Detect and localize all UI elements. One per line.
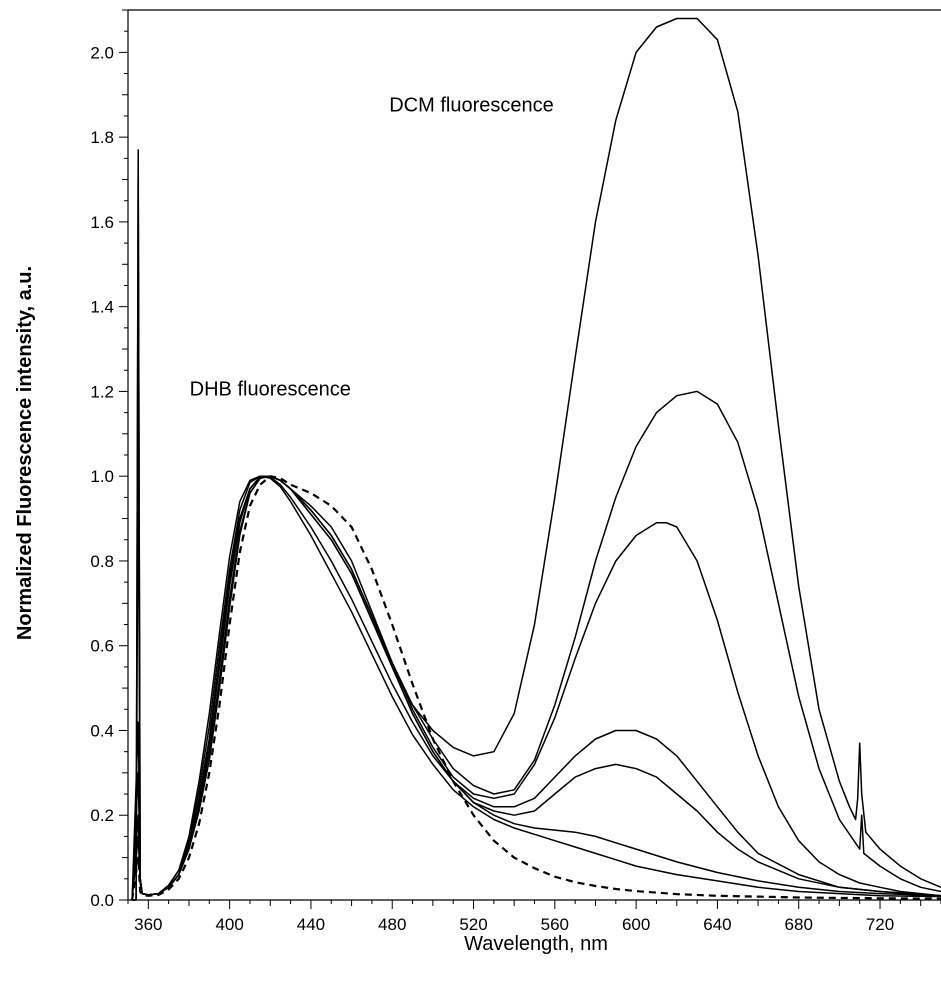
- y-tick-label: 0.0: [90, 891, 114, 910]
- y-axis: 0.0 0.2 0.4 0.6 0.8 1.0 1.2 1.4 1.6 1.8 2.0: [90, 9, 128, 910]
- annotation-dcm: DCM fluorescence: [389, 95, 554, 117]
- x-axis: 360 400 440 480 520 560 600 640 680 720: [127, 900, 941, 934]
- series-line-6: [131, 475, 941, 901]
- x-tick-label: 520: [459, 915, 487, 934]
- x-tick-label: 400: [215, 915, 243, 934]
- series-layer: [131, 17, 941, 901]
- series-line-7: [131, 475, 941, 901]
- x-tick-label: 360: [134, 915, 162, 934]
- x-axis-title: Wavelength, nm: [464, 933, 608, 955]
- x-tick-label: 640: [703, 915, 731, 934]
- y-tick-label: 1.2: [90, 382, 114, 401]
- series-line-5: [131, 475, 941, 901]
- y-tick-label: 1.0: [90, 467, 114, 486]
- annotation-dhb: DHB fluorescence: [190, 379, 351, 401]
- y-tick-label: 0.6: [90, 637, 114, 656]
- x-tick-label: 600: [622, 915, 650, 934]
- y-axis-title: Normalized Fluorescence intensity, a.u.: [14, 266, 36, 640]
- y-tick-label: 0.8: [90, 552, 114, 571]
- series-line-1: [132, 17, 941, 901]
- y-tick-label: 0.4: [90, 721, 114, 740]
- x-tick-label: 560: [541, 915, 569, 934]
- annotation-layer: DCM fluorescence DHB fluorescence: [190, 95, 554, 401]
- y-tick-label: 1.8: [90, 128, 114, 147]
- series-line-4: [131, 475, 941, 901]
- y-tick-label: 1.4: [90, 298, 114, 317]
- y-tick-label: 0.2: [90, 806, 114, 825]
- x-tick-label: 480: [378, 915, 406, 934]
- series-line-2: [132, 178, 941, 901]
- y-tick-label: 2.0: [90, 43, 114, 62]
- x-tick-label: 720: [866, 915, 894, 934]
- y-tick-label: 1.6: [90, 213, 114, 232]
- x-tick-label: 680: [785, 915, 813, 934]
- series-line-8: [131, 475, 941, 901]
- x-tick-label: 440: [297, 915, 325, 934]
